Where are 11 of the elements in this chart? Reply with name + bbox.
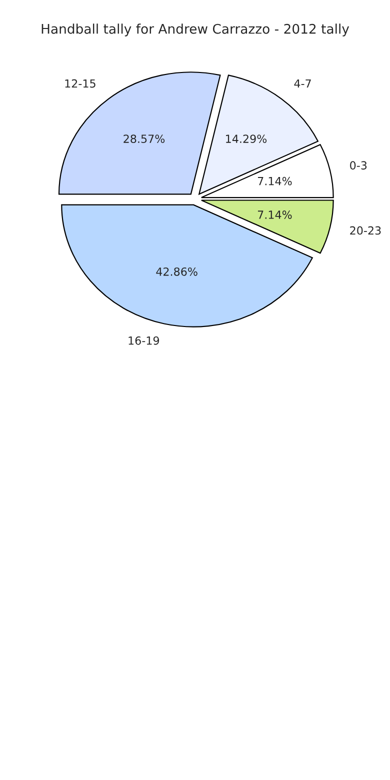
- slice-label: 16-19: [128, 336, 160, 345]
- data-label: 14.29%: [226, 134, 267, 144]
- slice-label: 0-3: [350, 161, 367, 170]
- slice-label: 20-23: [350, 226, 381, 235]
- slice-label: 4-7: [294, 79, 311, 88]
- data-label: 28.57%: [124, 134, 165, 144]
- slice-label: 12-15: [65, 79, 96, 88]
- data-label: 42.86%: [156, 267, 198, 276]
- chart-title: Handball tally for Andrew Carrazzo - 2012 tally: [42, 24, 350, 36]
- data-label: 7.14%: [258, 176, 292, 186]
- data-label: 7.14%: [258, 210, 292, 219]
